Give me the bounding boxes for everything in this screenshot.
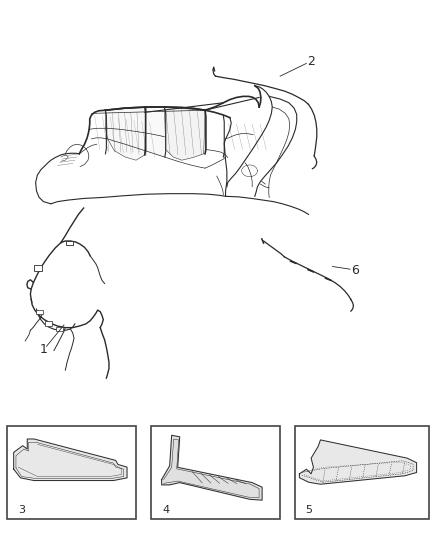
Bar [7, 426, 136, 519]
Text: 4: 4 [162, 505, 170, 515]
Bar [36, 310, 43, 314]
Text: 1: 1 [39, 343, 47, 356]
Polygon shape [14, 439, 127, 481]
Text: 5: 5 [305, 505, 312, 515]
Bar [56, 327, 63, 332]
Bar [66, 241, 73, 245]
Polygon shape [145, 107, 165, 157]
Polygon shape [164, 107, 205, 160]
Bar [151, 426, 280, 519]
Polygon shape [300, 440, 417, 484]
Text: 2: 2 [307, 55, 315, 68]
Text: 6: 6 [351, 264, 359, 277]
Text: 3: 3 [18, 505, 25, 515]
Bar [295, 426, 428, 519]
Polygon shape [106, 107, 147, 160]
Bar [34, 265, 42, 271]
Bar [45, 321, 52, 326]
Polygon shape [162, 435, 262, 500]
